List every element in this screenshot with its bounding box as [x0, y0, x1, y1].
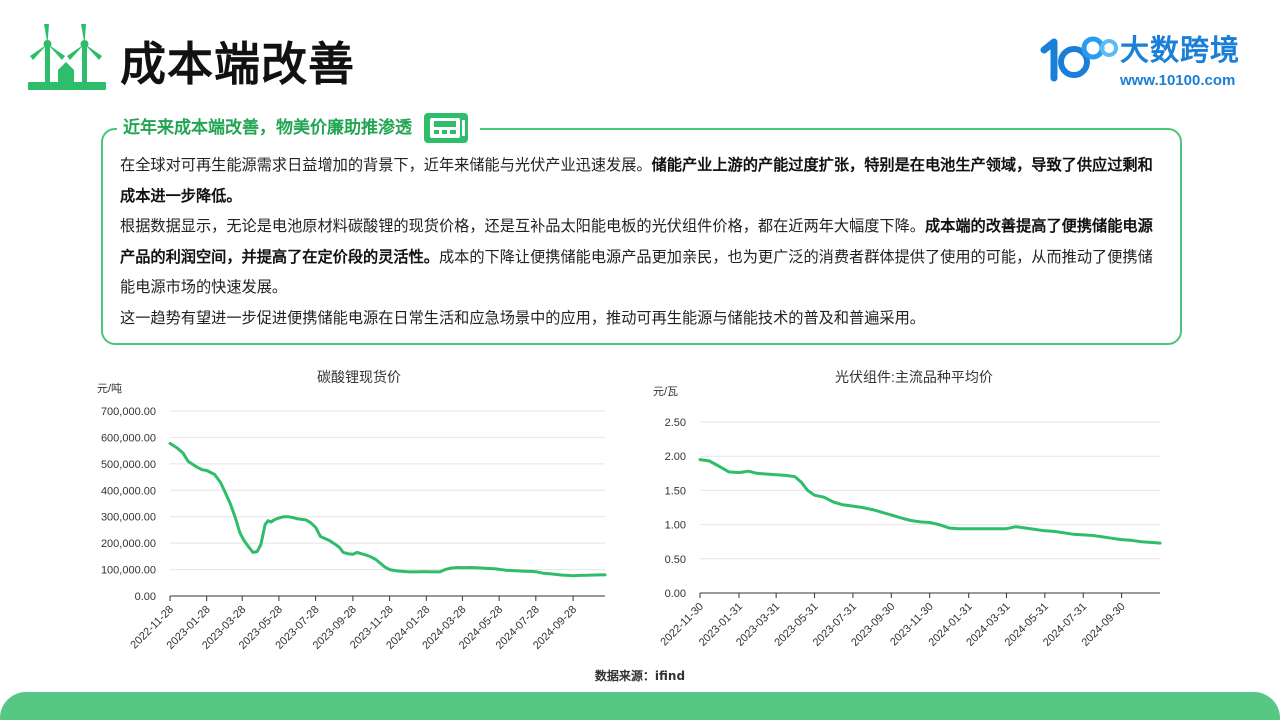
summary-text: 在全球对可再生能源需求日益增加的背景下，近年来储能与光伏产业迅速发展。储能产业上…	[120, 150, 1165, 333]
paragraph-2: 根据数据显示，无论是电池原材料碳酸锂的现货价格，还是互补品太阳能电板的光伏组件价…	[120, 211, 1165, 303]
paragraph-2-tail: 成本的下降让便携储能电源产品更加亲民，也为更广泛的消费者群体提供了使用的可能，从…	[120, 247, 1153, 297]
price-series-line	[168, 441, 607, 578]
summary-box-title: 近年来成本端改善，物美价廉助推渗透	[123, 118, 412, 138]
y-tick-label: 2.50	[665, 417, 686, 429]
y-tick-label: 500,000.00	[101, 459, 156, 471]
paragraph-1-bold: 储能产业上游的产能过度扩张，特别是在电池生产领域，导致了供应过剩和成本进一步降低…	[120, 156, 1153, 205]
y-tick-label: 400,000.00	[101, 485, 156, 497]
y-tick-label: 300,000.00	[101, 512, 156, 524]
pv-chart-svg: 光伏组件:主流品种平均价元/瓦0.000.501.001.502.002.502…	[653, 369, 1162, 649]
y-tick-label: 200,000.00	[101, 538, 156, 550]
brand-logo: 大数跨境 www.10100.com	[1038, 30, 1253, 92]
chart-title: 碳酸锂现货价	[317, 369, 401, 385]
paragraph-3: 这一趋势有望进一步促进便携储能电源在日常生活和应急场景中的应用，推动可再生能源与…	[120, 308, 925, 327]
paragraph-1: 在全球对可再生能源需求日益增加的背景下，近年来储能与光伏产业迅速发展。储能产业上…	[120, 150, 1165, 211]
y-tick-label: 1.50	[665, 485, 686, 497]
paragraph-2-text: 根据数据显示，无论是电池原材料碳酸锂的现货价格，还是互补品太阳能电板的光伏组件价…	[120, 217, 925, 235]
wind-turbine-icon	[28, 24, 106, 90]
summary-box-header: 近年来成本端改善，物美价廉助推渗透	[117, 112, 480, 144]
y-tick-label: 700,000.00	[101, 406, 156, 418]
paragraph-1-text: 在全球对可再生能源需求日益增加的背景下，近年来储能与光伏产业迅速发展。	[120, 156, 652, 174]
chart-title: 光伏组件:主流品种平均价	[835, 369, 993, 385]
y-tick-label: 0.50	[665, 554, 686, 566]
y-tick-label: 2.00	[665, 451, 686, 463]
brand-url: www.10100.com	[1120, 72, 1236, 89]
page-title: 成本端改善	[120, 37, 355, 91]
y-tick-label: 0.00	[135, 591, 156, 603]
y-tick-label: 1.00	[665, 520, 686, 532]
footer-bar	[0, 692, 1280, 720]
y-axis-unit: 元/瓦	[653, 386, 678, 398]
10100-logo-icon	[1040, 36, 1118, 82]
data-source: 数据来源：ifind	[594, 669, 686, 683]
y-tick-label: 600,000.00	[101, 432, 156, 444]
cash-register-icon	[424, 113, 468, 143]
lithium-carbonate-price-chart: 碳酸锂现货价元/吨 0.00 100,000.00 200,000.00 300,000…	[95, 360, 620, 660]
paragraph-2-bold: 成本端的改善提高了便携储能电源产品的利润空间，并提高了在定价段的灵活性。	[120, 217, 1153, 266]
price-series-line	[698, 458, 1162, 545]
brand-name: 大数跨境	[1120, 33, 1241, 67]
y-tick-label: 0.00	[665, 588, 686, 600]
summary-box	[101, 128, 1182, 345]
y-tick-label: 100,000.00	[101, 565, 156, 577]
pv-module-price-chart: 光伏组件:主流品种平均价 元/瓦 0.00 0.50 1.00 1.50 2.00 2.50 2…	[640, 360, 1180, 660]
y-axis-unit: 元/吨	[97, 382, 122, 395]
